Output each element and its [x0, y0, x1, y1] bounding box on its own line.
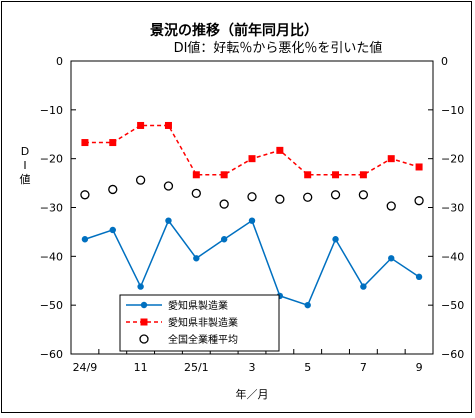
- point-aichi-non-manufacturing: [415, 163, 423, 171]
- y-tick-label-right: −30: [441, 202, 464, 215]
- point-aichi-manufacturing: [332, 236, 339, 243]
- point-national-average: [358, 190, 369, 200]
- x-tick-label: 3: [249, 361, 256, 374]
- point-national-average: [163, 181, 174, 191]
- point-aichi-non-manufacturing: [192, 171, 200, 179]
- x-tick-label: 7: [360, 361, 367, 374]
- legend-swatch-marker: [139, 334, 149, 344]
- y-tick-label-left: −50: [40, 299, 63, 312]
- point-national-average: [135, 175, 146, 185]
- point-national-average: [330, 190, 341, 200]
- y-axis-label-char: I: [23, 159, 26, 172]
- x-axis-label: 年／月: [236, 387, 269, 401]
- point-national-average: [219, 199, 229, 209]
- y-axis-label-char: 値: [20, 173, 31, 186]
- point-aichi-non-manufacturing: [137, 121, 145, 129]
- x-tick-label: 9: [416, 361, 423, 374]
- point-aichi-non-manufacturing: [359, 171, 367, 179]
- legend-label: 愛知県製造業: [168, 299, 228, 312]
- axes: 0 0 −10 −10 −20 −20 −30 −30 −40 −40 −50 −50 −60 −60 24…: [40, 55, 464, 374]
- point-aichi-manufacturing: [137, 283, 144, 290]
- x-tick-label: 24/9: [73, 361, 98, 374]
- point-aichi-non-manufacturing: [109, 139, 117, 147]
- y-tick-label-right: −10: [441, 104, 464, 117]
- legend-label: 全国全業種平均: [168, 333, 238, 346]
- point-aichi-non-manufacturing: [248, 155, 256, 163]
- point-aichi-non-manufacturing: [220, 171, 228, 179]
- point-national-average: [80, 190, 90, 200]
- point-aichi-non-manufacturing: [164, 121, 172, 129]
- chart-title: 景況の推移（前年同月比）: [150, 22, 318, 39]
- line-chart: 景況の推移（前年同月比） DI値：好転％から悪化％を引いた値 年／月 DI値 0…: [20, 22, 465, 401]
- x-tick-label: 25/1: [184, 361, 209, 374]
- y-tick-label-left: −60: [40, 348, 63, 361]
- point-national-average: [191, 188, 201, 198]
- chart-subtitle: DI値：好転％から悪化％を引いた値: [174, 40, 383, 56]
- point-aichi-non-manufacturing: [81, 139, 89, 147]
- series-line-aichi-non-manufacturing: [84, 124, 420, 176]
- point-aichi-manufacturing: [360, 283, 367, 290]
- legend-label: 愛知県非製造業: [168, 316, 238, 329]
- point-aichi-manufacturing: [81, 236, 89, 243]
- point-aichi-manufacturing: [248, 217, 256, 224]
- point-aichi-manufacturing: [109, 226, 116, 234]
- y-tick-label-right: −50: [441, 299, 464, 312]
- legend-swatch-marker: [140, 318, 148, 326]
- point-aichi-manufacturing: [304, 301, 311, 309]
- point-aichi-non-manufacturing: [304, 171, 312, 179]
- point-national-average: [414, 196, 424, 206]
- point-national-average: [275, 194, 285, 204]
- point-aichi-non-manufacturing: [387, 155, 395, 163]
- y-tick-label-left: 0: [56, 55, 63, 68]
- y-tick-label-left: −20: [40, 153, 63, 166]
- y-tick-label-right: −60: [441, 348, 464, 361]
- y-tick-label-left: −30: [40, 202, 63, 215]
- point-national-average: [108, 184, 118, 195]
- y-tick-label-right: 0: [441, 55, 448, 68]
- point-aichi-manufacturing: [415, 273, 423, 281]
- y-tick-label-left: −10: [40, 104, 63, 117]
- data-marks: [80, 121, 424, 309]
- point-national-average: [303, 192, 313, 202]
- point-national-average: [247, 192, 257, 202]
- point-national-average: [386, 201, 396, 211]
- series-line-aichi-manufacturing: [84, 219, 420, 307]
- legend-swatch-marker: [140, 301, 148, 309]
- y-tick-label-right: −40: [441, 250, 464, 263]
- y-axis-label: DI値: [20, 145, 31, 186]
- point-aichi-non-manufacturing: [276, 146, 284, 154]
- x-tick-label: 5: [304, 361, 311, 374]
- point-aichi-manufacturing: [220, 236, 228, 243]
- y-tick-label-right: −20: [441, 153, 464, 166]
- y-axis-label-char: D: [21, 145, 29, 158]
- point-aichi-manufacturing: [193, 255, 200, 262]
- point-aichi-manufacturing: [388, 255, 395, 262]
- point-aichi-manufacturing: [165, 217, 172, 224]
- y-tick-label-left: −40: [40, 250, 63, 263]
- point-aichi-non-manufacturing: [332, 171, 340, 179]
- x-tick-label: 11: [134, 361, 148, 374]
